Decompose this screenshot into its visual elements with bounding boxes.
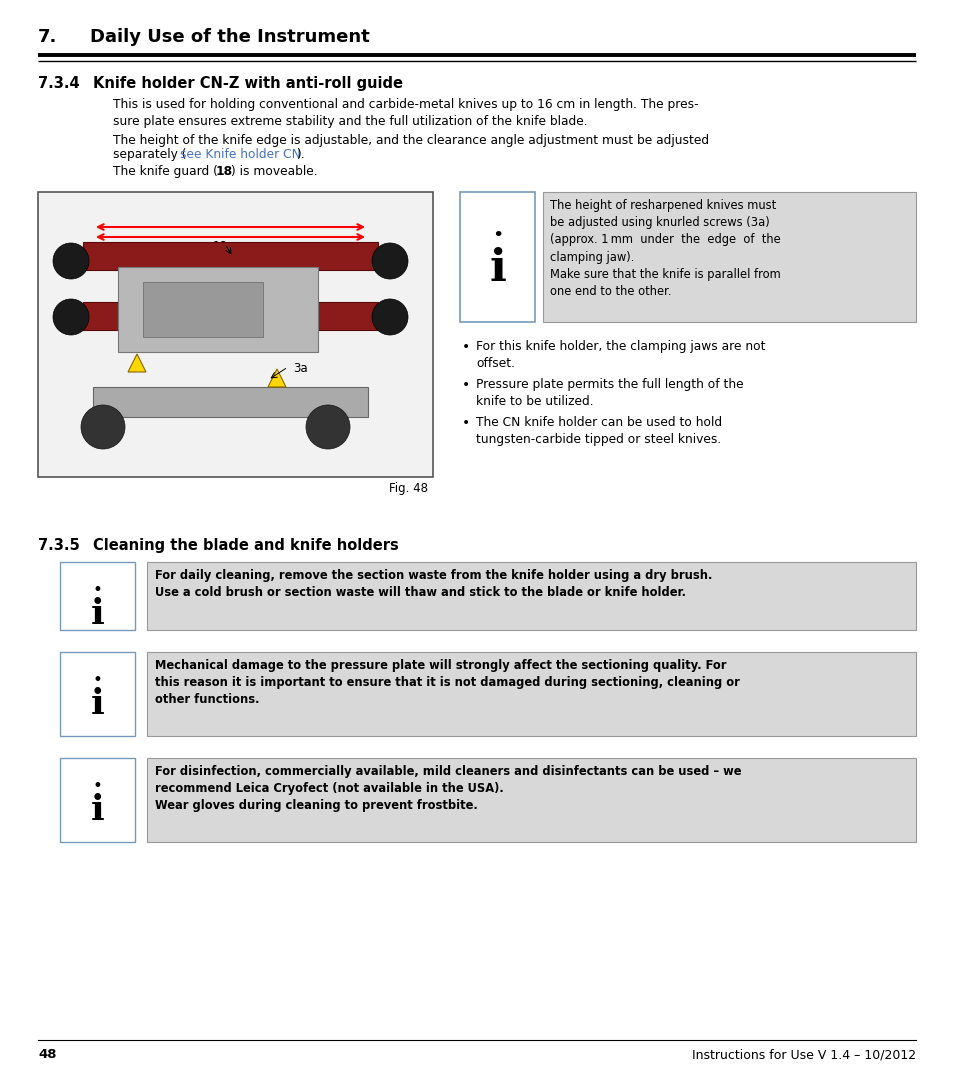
Bar [147,758,915,842]
Text: Knife holder CN-Z with anti-roll guide: Knife holder CN-Z with anti-roll guide [92,76,402,91]
Bar [92,387,368,417]
Circle shape [306,405,350,449]
Text: •: • [461,340,470,354]
Text: •: • [92,672,102,689]
Text: For disinfection, commercially available, mild cleaners and disinfectants can be: For disinfection, commercially available… [154,765,740,812]
Text: The height of resharpened knives must
be adjusted using knurled screws (3a)
(app: The height of resharpened knives must be… [550,199,780,298]
Text: Pressure plate permits the full length of the
knife to be utilized.: Pressure plate permits the full length o… [476,378,742,408]
Bar [60,562,135,630]
Bar [143,282,263,337]
Polygon shape [268,369,286,387]
Text: i: i [91,687,104,721]
Text: i: i [489,247,505,291]
Text: 7.3.5: 7.3.5 [38,538,80,553]
Bar [38,192,433,477]
Circle shape [372,299,408,335]
Text: •: • [461,378,470,392]
Text: separately (: separately ( [112,148,186,161]
Text: 7.3.4: 7.3.4 [38,76,79,91]
Bar [118,267,317,352]
Text: ) is moveable.: ) is moveable. [231,165,317,178]
Text: ).: ). [295,148,304,161]
Circle shape [81,405,125,449]
Text: Instructions for Use V 1.4 – 10/2012: Instructions for Use V 1.4 – 10/2012 [691,1048,915,1061]
Bar [83,302,377,330]
Text: This is used for holding conventional and carbide-metal knives up to 16 cm in le: This is used for holding conventional an… [112,98,698,129]
Bar [83,242,377,270]
Bar [147,652,915,735]
Text: •: • [492,227,502,245]
Bar [60,758,135,842]
Circle shape [372,243,408,279]
Bar [542,192,915,322]
Text: Fig. 48: Fig. 48 [389,482,428,495]
Text: see Knife holder CN: see Knife holder CN [180,148,300,161]
Text: For daily cleaning, remove the section waste from the knife holder using a dry b: For daily cleaning, remove the section w… [154,569,712,599]
Circle shape [53,299,89,335]
Text: •: • [461,416,470,430]
Text: i: i [91,793,104,827]
Text: For this knife holder, the clamping jaws are not
offset.: For this knife holder, the clamping jaws… [476,340,764,370]
Text: 3a: 3a [293,362,307,375]
Text: Mechanical damage to the pressure plate will strongly affect the sectioning qual: Mechanical damage to the pressure plate … [154,659,740,706]
Text: The height of the knife edge is adjustable, and the clearance angle adjustment m: The height of the knife edge is adjustab… [112,134,708,147]
Text: 7.: 7. [38,28,57,46]
Text: The CN knife holder can be used to hold
tungsten-carbide tipped or steel knives.: The CN knife holder can be used to hold … [476,416,721,446]
Text: •: • [92,778,102,795]
Bar [147,562,915,630]
Bar [459,192,535,322]
Text: •: • [92,582,102,599]
Text: 18: 18 [215,165,233,178]
Text: 48: 48 [38,1048,56,1061]
Bar [60,652,135,735]
Polygon shape [128,354,146,372]
Text: Daily Use of the Instrument: Daily Use of the Instrument [90,28,370,46]
Text: i: i [91,597,104,631]
Circle shape [53,243,89,279]
Text: The knife guard (: The knife guard ( [112,165,217,178]
Text: 18: 18 [213,240,228,253]
Text: Cleaning the blade and knife holders: Cleaning the blade and knife holders [92,538,398,553]
